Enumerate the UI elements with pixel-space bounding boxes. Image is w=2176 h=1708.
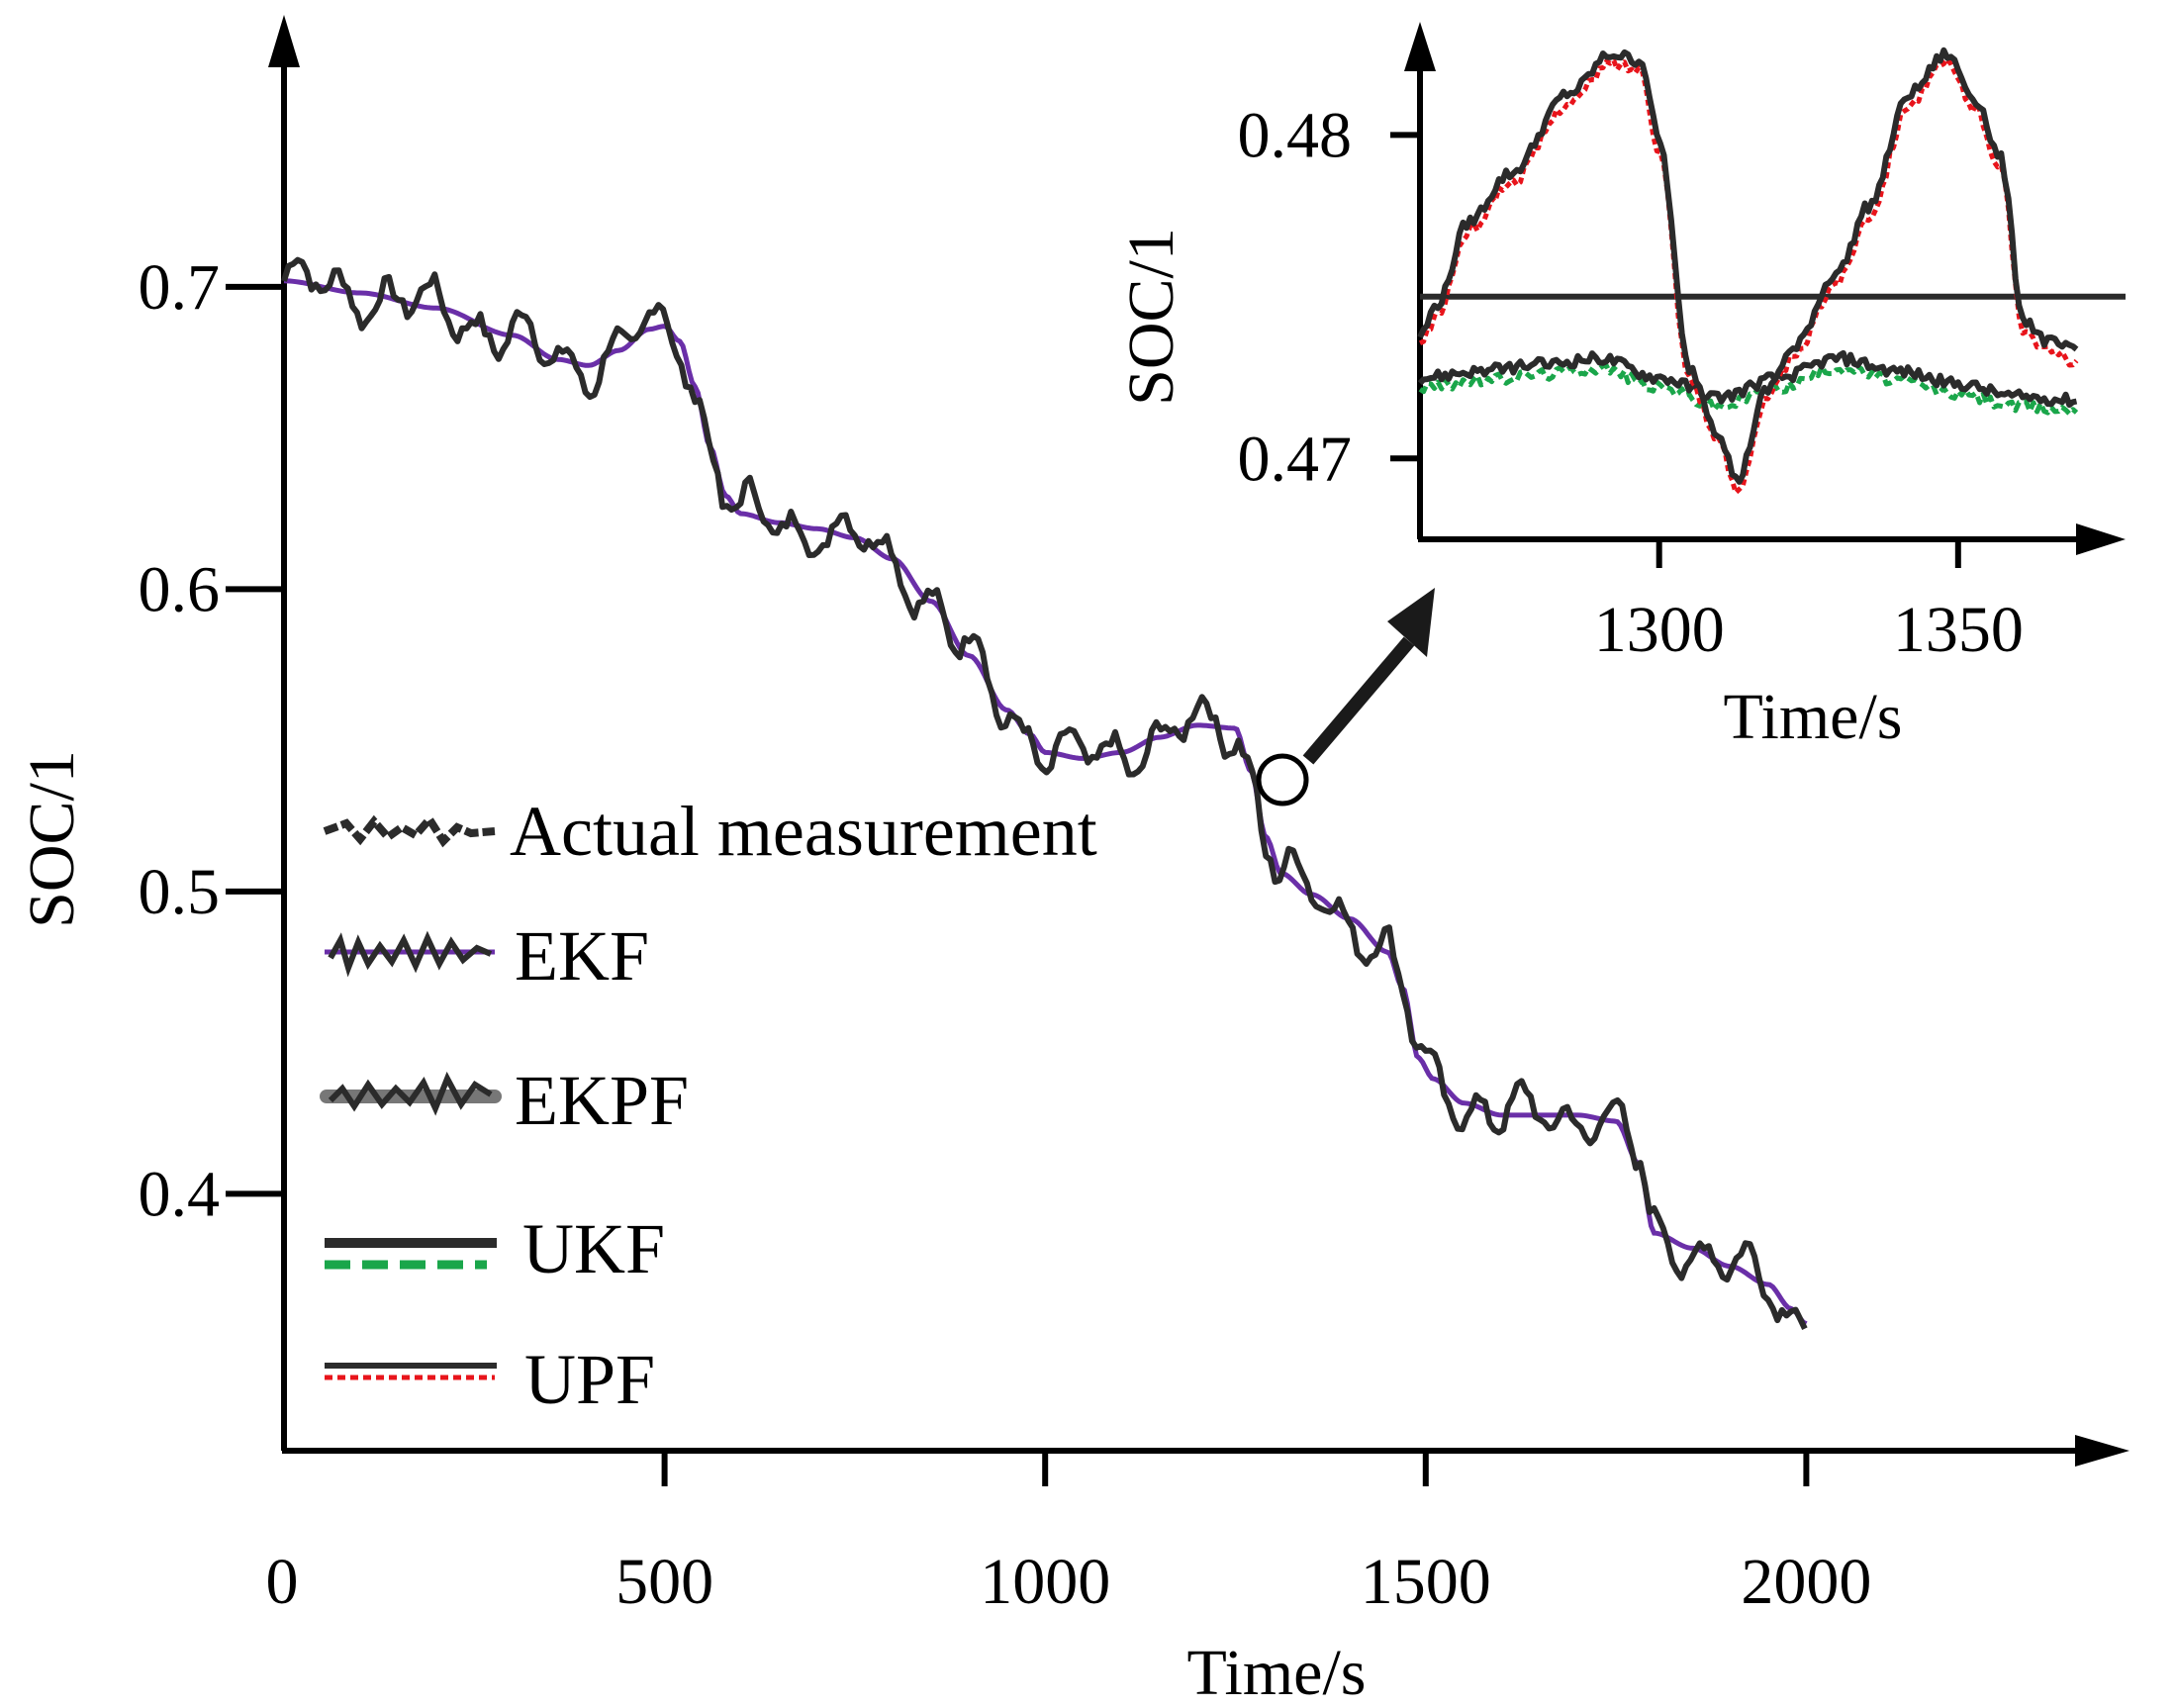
main-y-tick-label: 0.4 — [139, 1158, 221, 1230]
main-y-axis-arrow — [268, 15, 300, 67]
inset-series-upf — [1417, 47, 2079, 485]
legend-swatch-ekf-wave — [328, 930, 493, 978]
legend-label-ukf: UKF — [522, 1209, 665, 1288]
main-x-ticks: 0 500 1000 1500 2000 — [266, 1451, 1871, 1618]
legend: Actual measurement EKF EKPF UKF UPF — [320, 792, 1097, 1419]
main-x-tick-label: 0 — [266, 1546, 299, 1618]
inset-series-upf — [1418, 56, 2079, 496]
inset-x-tick-label: 1350 — [1893, 594, 2024, 666]
zoom-arrow-head — [1387, 588, 1435, 657]
series-actual-measurement — [281, 256, 1808, 1330]
main-x-tick-label: 2000 — [1741, 1546, 1871, 1618]
inset-y-tick-label: 0.48 — [1238, 99, 1353, 171]
legend-label-upf: UPF — [524, 1340, 655, 1419]
inset-y-ticks: 0.47 0.48 — [1238, 99, 1420, 495]
inset-series-ukf — [1417, 349, 2078, 409]
legend-swatch-ekpf-wave — [328, 1071, 493, 1116]
inset-y-tick-label: 0.47 — [1238, 423, 1353, 495]
main-series — [281, 256, 1808, 1330]
zoom-arrow — [1302, 636, 1415, 765]
legend-swatch-actual — [323, 812, 496, 848]
legend-item-ekpf: EKPF — [320, 1061, 689, 1140]
main-x-tick-label: 1000 — [980, 1546, 1110, 1618]
main-x-axis-title: Time/s — [1187, 1637, 1367, 1708]
main-y-ticks: 0.4 0.5 0.6 0.7 — [139, 251, 284, 1230]
inset-x-axis-title: Time/s — [1724, 681, 1903, 753]
legend-label-actual: Actual measurement — [510, 792, 1097, 871]
inset-y-axis-arrow — [1404, 22, 1436, 71]
inset-x-tick-label: 1300 — [1594, 594, 1725, 666]
legend-item-upf: UPF — [325, 1340, 655, 1419]
legend-item-actual: Actual measurement — [323, 792, 1097, 871]
inset-series-ukf — [1418, 363, 2079, 417]
legend-item-ukf: UKF — [325, 1209, 665, 1288]
legend-label-ekpf: EKPF — [515, 1061, 689, 1140]
main-x-axis-arrow — [2075, 1435, 2129, 1467]
inset-series — [1417, 47, 2126, 496]
main-y-tick-label: 0.7 — [139, 251, 221, 324]
zoom-region-marker — [1256, 753, 1309, 807]
main-y-tick-label: 0.5 — [139, 856, 221, 928]
inset-plot: 0.47 0.48 1300 1350 Time/s SOC/1 — [1115, 22, 2126, 753]
main-plot: 0.4 0.5 0.6 0.7 0 500 1000 1500 2000 Time/s SOC… — [16, 15, 2129, 1708]
legend-item-ekf: EKF — [325, 916, 649, 996]
main-x-tick-label: 500 — [615, 1546, 713, 1618]
main-y-axis-title: SOC/1 — [16, 750, 88, 928]
inset-x-axis-arrow — [2076, 523, 2126, 555]
main-y-tick-label: 0.6 — [139, 553, 221, 625]
inset-y-axis-title: SOC/1 — [1115, 228, 1187, 406]
legend-label-ekf: EKF — [515, 916, 649, 996]
inset-x-ticks: 1300 1350 — [1594, 539, 2024, 666]
main-x-tick-label: 1500 — [1361, 1546, 1491, 1618]
